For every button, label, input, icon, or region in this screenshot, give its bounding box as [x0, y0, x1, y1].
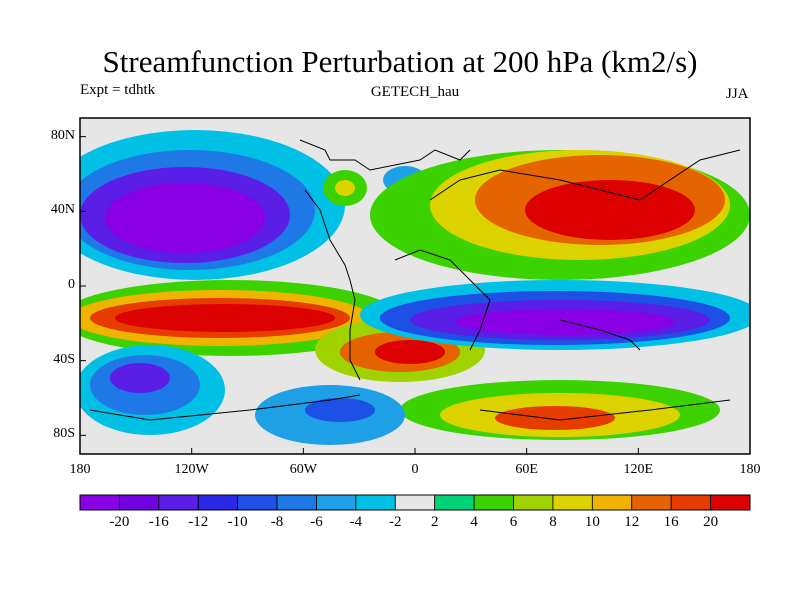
lon-tick-label: 120W: [174, 462, 209, 477]
colorbar-label: 8: [549, 514, 557, 530]
colorbar-swatch: [394, 494, 436, 511]
colorbar-swatch: [316, 494, 357, 511]
colorbar-label: -16: [148, 514, 169, 530]
latitude-ticks: [80, 136, 86, 436]
lat-tick-label: 80N: [50, 127, 75, 143]
colorbar-swatch: [670, 494, 711, 511]
colorbar-label: 6: [509, 514, 518, 530]
colorbar-swatch: [276, 494, 317, 511]
lat-tick-label: 80S: [53, 426, 75, 442]
lon-tick-label: 0: [411, 462, 419, 477]
colorbar-label: 10: [584, 514, 600, 530]
lon-tick-label: 180: [69, 462, 91, 477]
lat-tick-label: 0: [68, 277, 75, 292]
lat-tick-label: 40N: [50, 202, 75, 218]
colorbar-swatch: [197, 494, 239, 511]
lat-tick-label: 40S: [53, 351, 75, 367]
colorbar-label: -6: [310, 514, 323, 530]
lon-tick-label: 60W: [289, 462, 317, 477]
colorbar-label: 16: [663, 514, 679, 530]
colorbar-swatch: [591, 494, 633, 511]
colorbar-label: -12: [188, 514, 209, 530]
map-title: Streamfunction Perturbation at 200 hPa (…: [102, 44, 698, 79]
streamfunction-field: [80, 118, 750, 454]
colorbar-label: -8: [270, 514, 284, 530]
coastlines: [89, 139, 741, 421]
lon-tick-label: 180: [739, 462, 761, 477]
colorbar-label: -20: [109, 514, 130, 530]
colorbar-label: -4: [349, 514, 363, 530]
colorbar-swatch: [473, 494, 514, 511]
season-label: JJA: [726, 86, 749, 102]
colorbar-swatch: [552, 494, 593, 511]
colorbar-swatch: [631, 494, 672, 511]
colorbar-swatch: [119, 494, 160, 511]
colorbar: [79, 494, 751, 511]
colorbar-label: -10: [227, 514, 248, 530]
lon-tick-label: 60E: [515, 462, 538, 477]
colorbar-swatch: [513, 494, 554, 511]
lon-tick-label: 120E: [623, 462, 654, 477]
colorbar-swatch: [79, 494, 120, 511]
colorbar-swatch: [710, 494, 751, 511]
longitude-ticks: [79, 448, 751, 454]
experiment-label: Expt = tdhtk: [80, 82, 156, 98]
colorbar-swatch: [237, 494, 278, 511]
colorbar-label: 20: [703, 514, 719, 530]
dataset-label: GETECH_hau: [370, 84, 460, 100]
colorbar-label: 2: [430, 514, 439, 530]
colorbar-label: 4: [470, 514, 478, 530]
colorbar-label: -2: [389, 514, 402, 530]
colorbar-label: 12: [624, 514, 640, 530]
colorbar-swatch: [355, 494, 396, 511]
colorbar-swatch: [434, 494, 475, 511]
colorbar-swatch: [158, 494, 199, 511]
